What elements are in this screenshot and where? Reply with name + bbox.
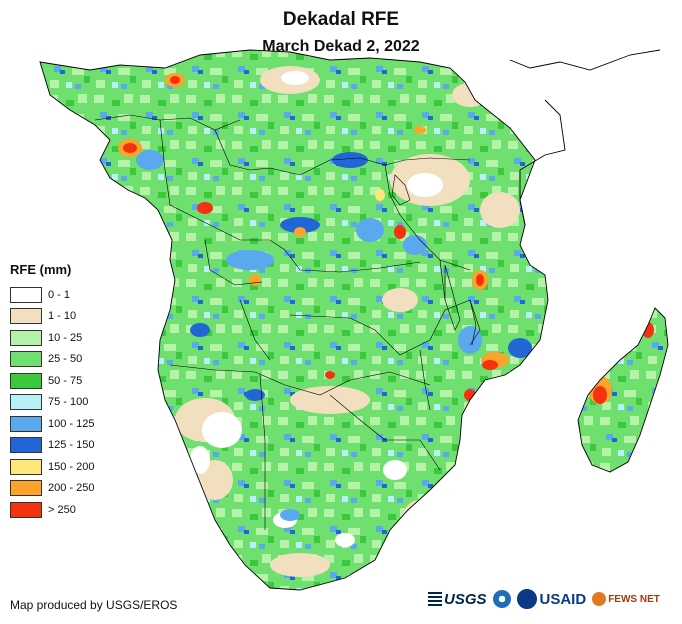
legend-item: 150 - 200 bbox=[10, 456, 130, 478]
legend-swatch bbox=[10, 480, 42, 497]
legend-swatch bbox=[10, 501, 42, 518]
usgs-logo: USGS bbox=[428, 591, 487, 608]
legend-item: > 250 bbox=[10, 499, 130, 521]
legend-swatch bbox=[10, 394, 42, 411]
legend-item: 25 - 50 bbox=[10, 349, 130, 371]
legend-item: 125 - 150 bbox=[10, 435, 130, 457]
legend-label: 0 - 1 bbox=[48, 288, 71, 301]
fews-logo-text: FEWS NET bbox=[608, 593, 660, 605]
country-borders bbox=[94, 114, 481, 530]
fews-globe-icon bbox=[592, 592, 607, 606]
usaid-logo: USAID bbox=[516, 589, 587, 609]
legend-label: 150 - 200 bbox=[48, 460, 95, 473]
horn-coastline bbox=[509, 49, 661, 226]
legend-swatch bbox=[10, 286, 42, 303]
legend-swatch bbox=[10, 308, 42, 325]
noaa-logo bbox=[492, 590, 511, 608]
legend-item: 50 - 75 bbox=[10, 370, 130, 392]
legend-item: 0 - 1 bbox=[10, 284, 130, 306]
legend-item: 100 - 125 bbox=[10, 413, 130, 435]
legend-swatch bbox=[10, 437, 42, 454]
legend-swatch bbox=[10, 372, 42, 389]
noaa-seal-icon bbox=[492, 590, 511, 608]
wet-areas bbox=[136, 150, 532, 521]
partner-logos: USGS USAID FEWS NET bbox=[428, 586, 666, 612]
legend-item: 10 - 25 bbox=[10, 327, 130, 349]
legend-label: 10 - 25 bbox=[48, 331, 83, 344]
lakes bbox=[391, 174, 477, 346]
legend: RFE (mm) 0 - 1 1 - 10 10 - 25 25 - 50 50… bbox=[10, 262, 130, 521]
legend-swatch bbox=[10, 329, 42, 346]
legend-label: 1 - 10 bbox=[48, 310, 77, 323]
legend-label: > 250 bbox=[48, 503, 76, 516]
legend-label: 25 - 50 bbox=[48, 353, 83, 366]
usgs-logo-text: USGS bbox=[444, 590, 487, 608]
legend-swatch bbox=[10, 415, 42, 432]
usgs-waves-icon bbox=[428, 592, 442, 606]
legend-swatch bbox=[10, 458, 42, 475]
legend-swatch bbox=[10, 351, 42, 368]
legend-item: 200 - 250 bbox=[10, 478, 130, 500]
legend-label: 100 - 125 bbox=[48, 417, 95, 430]
legend-label: 200 - 250 bbox=[48, 482, 95, 495]
map-title: Dekadal RFE bbox=[282, 9, 400, 30]
map-subtitle: March Dekad 2, 2022 bbox=[262, 38, 420, 55]
legend-item: 75 - 100 bbox=[10, 392, 130, 414]
usaid-seal-icon bbox=[516, 589, 537, 609]
legend-item: 1 - 10 bbox=[10, 306, 130, 328]
legend-title: RFE (mm) bbox=[10, 262, 72, 277]
legend-label: 75 - 100 bbox=[48, 396, 89, 409]
fews-net-logo: FEWS NET bbox=[592, 592, 660, 606]
legend-label: 50 - 75 bbox=[48, 374, 83, 387]
usaid-logo-text: USAID bbox=[539, 590, 587, 608]
map-credit: Map produced by USGS/EROS bbox=[10, 598, 178, 612]
legend-label: 125 - 150 bbox=[48, 439, 95, 452]
